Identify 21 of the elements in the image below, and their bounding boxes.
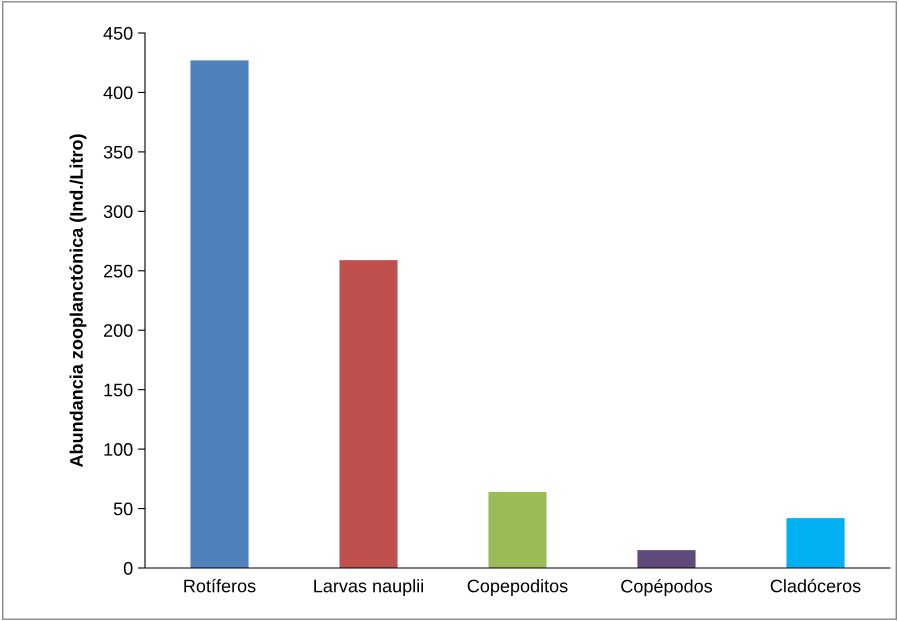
y-tick-label: 250 — [104, 264, 132, 278]
bar — [190, 60, 249, 568]
y-tick-label: 300 — [104, 205, 132, 218]
bar — [786, 518, 845, 568]
y-tick-label: 0 — [124, 562, 132, 575]
y-axis-title: Abundancia zooplanctónica (Ind./Litro) — [69, 134, 86, 468]
bar — [488, 492, 547, 568]
y-tick-label: 350 — [104, 146, 132, 159]
y-tick-label: 450 — [103, 26, 132, 40]
x-tick-label: Copepoditos — [468, 579, 568, 596]
y-tick-label: 50 — [114, 502, 132, 516]
y-tick-label: 100 — [104, 443, 132, 456]
y-tick-label: 400 — [103, 86, 132, 100]
x-tick-label: Copépodos — [621, 579, 712, 596]
y-tick-label: 200 — [104, 324, 132, 337]
bar — [637, 550, 696, 568]
x-tick-label: Larvas nauplii — [314, 579, 423, 596]
x-tick-label: Cladóceros — [770, 578, 861, 592]
x-tick-label: Rotíferos — [184, 578, 256, 592]
y-tick-label: 150 — [104, 384, 132, 396]
bar — [339, 260, 398, 568]
